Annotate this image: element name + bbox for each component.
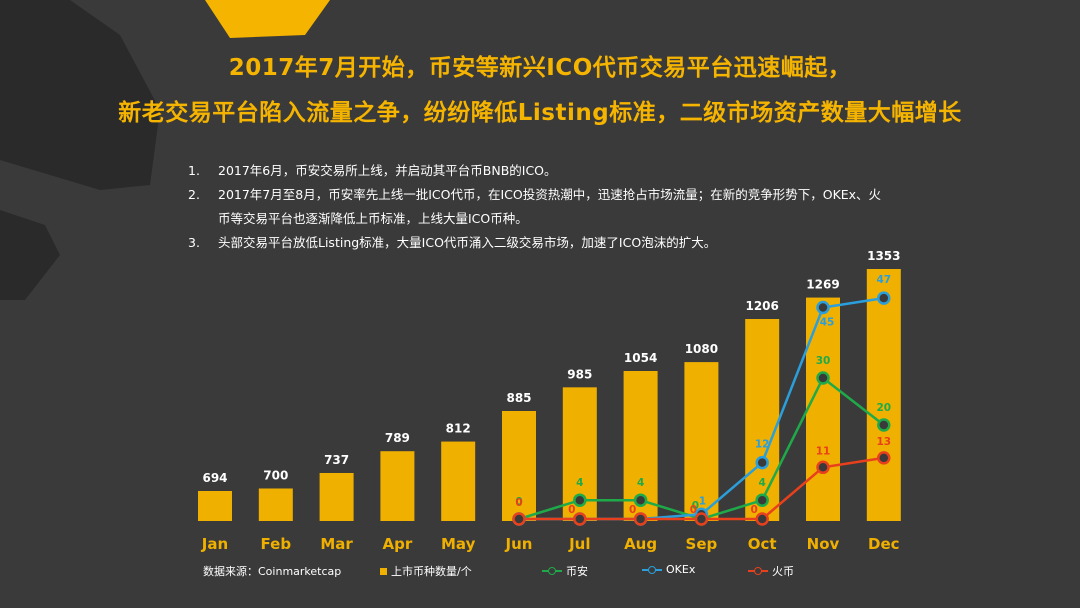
bar-value-label: 1054 [624,351,657,365]
note-item: 1. 2017年6月，币安交易所上线，并启动其平台币BNB的ICO。 [188,159,888,183]
bar-value-label: 789 [385,431,410,445]
line-value-label-okex: 45 [820,317,835,329]
bar-value-label: 885 [506,391,531,405]
bar-feb [258,488,293,521]
x-tick-label: Oct [748,535,777,553]
x-tick-label: May [441,535,476,553]
x-tick-label: Apr [383,535,413,553]
bar-value-label: 985 [567,367,592,381]
marker-binance [755,493,769,507]
line-value-label-binance: 4 [576,477,583,489]
line-value-label-huobi: 0 [629,504,636,516]
bar-oct [745,319,780,521]
x-tick-label: Sep [686,535,718,553]
marker-binance [816,371,830,385]
note-item: 3. 头部交易平台放低Listing标准，大量ICO代币涌入二级交易市场，加速了… [188,231,888,255]
line-value-label-okex: 1 [699,495,706,507]
line-value-label-binance: 0 [515,496,522,508]
marker-huobi [573,512,587,526]
bar-value-label: 1206 [745,299,778,313]
marker-huobi [694,512,709,526]
legend-swatch-huobi [748,566,768,576]
legend-source-text: 数据来源：Coinmarketcap [203,565,342,578]
marker-okex [755,455,769,470]
line-value-label-binance: 4 [637,477,644,489]
marker-huobi [633,512,648,526]
bar-apr [380,451,415,521]
marker-binance [877,418,891,432]
line-value-label-huobi: 11 [816,445,831,457]
notes-list: 1. 2017年6月，币安交易所上线，并启动其平台币BNB的ICO。 2. 20… [188,159,888,255]
line-value-label-huobi: 0 [751,504,758,516]
note-item: 2. 2017年7月至8月，币安率先上线一批ICO代币，在ICO投资热潮中，迅速… [188,183,888,231]
bar-value-label: 737 [324,453,349,467]
marker-okex [816,300,830,315]
line-value-label-binance: 0 [692,500,699,512]
note-text: 2017年6月，币安交易所上线，并启动其平台币BNB的ICO。 [218,163,557,178]
marker-huobi [816,460,830,475]
line-value-label-huobi: 0 [568,504,575,516]
x-tick-label: Feb [261,535,292,553]
bar-dec [866,269,901,521]
bar-mar [319,472,354,521]
legend-label-bars: 上市币种数量/个 [391,565,472,578]
x-tick-label: Mar [320,535,353,553]
line-value-label-huobi: 13 [876,436,891,448]
legend-item-huobi: 火币 [748,563,794,579]
line-value-label-okex: 47 [876,274,891,286]
x-tick-label: Jan [201,535,228,553]
note-text: 2017年7月至8月，币安率先上线一批ICO代币，在ICO投资热潮中，迅速抢占市… [218,187,882,226]
legend-label-okex: OKEx [666,563,696,576]
marker-huobi [755,512,769,526]
bar-jan [198,491,232,521]
bar-may [441,441,476,521]
legend-label-huobi: 火币 [772,565,794,578]
legend-item-bars: 上市币种数量/个 [380,563,472,579]
legend-item-binance: 币安 [542,563,588,579]
note-number: 2. [188,187,200,202]
bar-value-label: 694 [202,471,227,485]
x-tick-label: Jul [568,535,590,553]
line-value-label-okex: 12 [755,439,770,451]
note-number: 3. [188,235,200,250]
legend-swatch-binance [542,566,562,576]
legend-label-binance: 币安 [566,565,588,578]
chart-legend: 数据来源：Coinmarketcap 上市币种数量/个 币安 OKEx 火币 [0,563,1080,579]
bar-value-label: 1080 [685,342,718,356]
legend-source: 数据来源：Coinmarketcap [203,563,341,579]
page-title-line-2: 新老交易平台陷入流量之争，纷纷降低Listing标准，二级市场资产数量大幅增长 [118,100,962,126]
x-tick-label: Nov [807,535,840,553]
x-tick-label: Jun [505,535,533,553]
bar-value-label: 812 [446,422,471,436]
marker-huobi [512,512,526,526]
bar-value-label: 1353 [867,249,900,263]
note-text: 头部交易平台放低Listing标准，大量ICO代币涌入二级交易市场，加速了ICO… [218,235,717,250]
x-tick-label: Dec [868,535,900,553]
line-value-label-binance: 4 [759,477,766,489]
line-value-label-binance: 20 [876,402,891,414]
marker-huobi [877,451,891,465]
bar-value-label: 700 [263,468,288,482]
bar-value-label: 1269 [806,278,839,292]
bar-jun [502,411,536,521]
legend-item-okex: OKEx [642,563,695,576]
marker-binance [573,493,587,507]
legend-swatch-okex [642,565,662,575]
line-value-label-huobi: 0 [515,497,522,509]
line-value-label-huobi: 0 [690,504,697,516]
legend-swatch-bars [380,567,387,575]
bar-sep [684,362,719,521]
bar-nov [806,297,840,521]
line-value-label-binance: 30 [816,355,831,367]
x-tick-label: Aug [624,535,657,553]
page-title-line-1: 2017年7月开始，币安等新兴ICO代币交易平台迅速崛起， [228,55,852,81]
marker-binance [633,493,648,507]
marker-okex [877,291,891,305]
note-number: 1. [188,163,200,178]
